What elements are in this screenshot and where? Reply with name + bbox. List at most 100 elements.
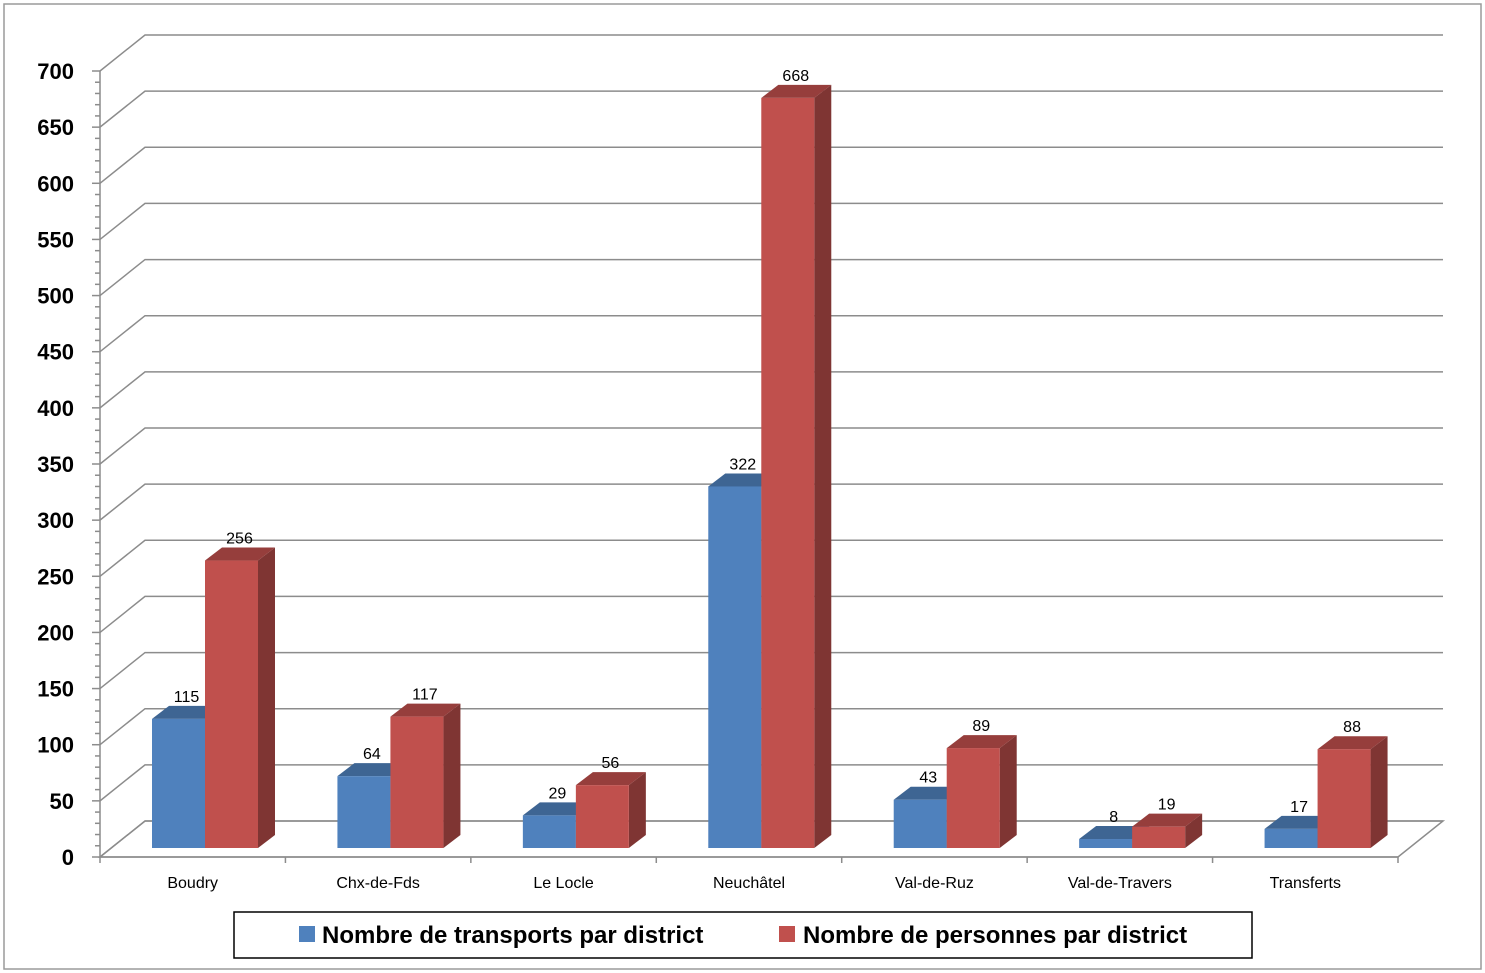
- y-tick-label: 250: [37, 564, 74, 589]
- y-tick-label: 550: [37, 227, 74, 252]
- bar-top: [946, 735, 1017, 749]
- bar-front: [205, 560, 258, 848]
- gridline: [99, 427, 1443, 465]
- y-tick-label: 150: [37, 677, 74, 702]
- bar: [205, 547, 275, 848]
- y-axis: [92, 70, 101, 858]
- gridline: [99, 595, 1443, 634]
- bar: [946, 735, 1017, 848]
- bar-top: [708, 473, 779, 487]
- gridline: [99, 314, 1443, 353]
- data-label: 88: [1343, 719, 1361, 736]
- bar-front: [522, 815, 576, 848]
- bar-top: [152, 705, 222, 719]
- gridline: [99, 258, 1443, 297]
- bar: [575, 772, 646, 848]
- bar-top: [1079, 826, 1150, 840]
- y-tick-label: 100: [37, 733, 74, 758]
- x-tick-label: Boudry: [167, 875, 218, 892]
- bar-front: [1317, 749, 1371, 848]
- x-tick-label: Val-de-Travers: [1068, 875, 1172, 892]
- bar-top: [1264, 815, 1335, 829]
- bar-side: [814, 84, 832, 849]
- data-label: 256: [226, 531, 253, 548]
- bar: [761, 84, 832, 849]
- data-labels: 115 256 64 117 29 56 322 668 43 89 8 19 17 88: [174, 68, 1361, 826]
- bar-top: [1317, 736, 1388, 750]
- data-label: 17: [1290, 799, 1308, 816]
- bar: [390, 703, 461, 848]
- x-tick-label: Transferts: [1270, 875, 1341, 892]
- y-tick-label: 650: [37, 115, 74, 140]
- gridline: [99, 90, 1443, 128]
- bar: [1132, 813, 1203, 848]
- x-axis: [99, 856, 1399, 863]
- bar-front: [1132, 826, 1186, 848]
- bar-top: [337, 763, 408, 777]
- y-tick-label: 350: [37, 452, 74, 477]
- bars: [152, 84, 1388, 849]
- bar-top: [893, 786, 964, 800]
- bar-front: [152, 718, 205, 848]
- y-tick-labels: 0 50 100 150 200 250 300 350 400 450 500 550 600 650 7…: [37, 59, 74, 870]
- y-tick-label: 450: [37, 340, 74, 365]
- y-tick-label: 400: [37, 396, 74, 421]
- y-tick-label: 50: [50, 789, 74, 814]
- bar-front: [893, 799, 947, 848]
- data-label: 56: [601, 755, 619, 772]
- bar-front: [761, 97, 815, 849]
- bar-top: [761, 84, 832, 98]
- gridline: [99, 371, 1443, 409]
- data-label: 117: [412, 687, 438, 704]
- legend-label-personnes: Nombre de personnes par district: [803, 922, 1187, 949]
- x-tick-labels: Boudry Chx-de-Fds Le Locle Neuchâtel Val-de-…: [167, 875, 1341, 892]
- bar-front: [1264, 828, 1318, 848]
- bar-front: [1079, 839, 1133, 848]
- bar-side: [628, 772, 646, 848]
- bar-front: [390, 716, 444, 848]
- gridlines: [97, 34, 1446, 858]
- data-label: 115: [174, 689, 200, 706]
- data-label: 64: [363, 746, 381, 763]
- x-tick-label: Neuchâtel: [713, 875, 785, 892]
- y-tick-label: 0: [62, 845, 74, 870]
- data-label: 43: [919, 770, 937, 787]
- gridline: [99, 146, 1443, 184]
- y-tick-label: 700: [37, 59, 74, 84]
- legend: Nombre de transports par district Nombre…: [233, 911, 1253, 959]
- data-label: 19: [1158, 797, 1176, 814]
- data-label: 8: [1109, 809, 1118, 826]
- bar: [1264, 815, 1335, 848]
- bar: [1317, 736, 1388, 848]
- bar-top: [1132, 813, 1203, 827]
- legend-box: [233, 911, 1253, 959]
- gridline: [99, 202, 1443, 241]
- gridline: [99, 539, 1443, 577]
- data-label: 89: [972, 718, 990, 735]
- gridline: [99, 651, 1443, 690]
- data-label: 322: [729, 456, 756, 473]
- bar-front: [708, 486, 762, 848]
- data-label: 668: [782, 68, 809, 85]
- bar-side: [1185, 813, 1203, 848]
- gridline: [99, 483, 1443, 521]
- x-tick-label: Val-de-Ruz: [895, 875, 974, 892]
- legend-swatch-personnes: [779, 926, 795, 942]
- y-tick-label: 500: [37, 284, 74, 309]
- legend-label-transports: Nombre de transports par district: [322, 922, 703, 949]
- bar-top: [205, 547, 275, 561]
- gridline: [99, 707, 1443, 746]
- x-tick-label: Chx-de-Fds: [336, 875, 420, 892]
- bar-side: [258, 547, 275, 848]
- bar-top: [575, 772, 646, 786]
- bar-side: [999, 735, 1017, 848]
- bar-top: [390, 703, 461, 717]
- bar-side: [1370, 736, 1388, 848]
- legend-swatch-transports: [299, 926, 315, 942]
- gridline: [99, 34, 1443, 72]
- data-label: 29: [548, 785, 566, 802]
- bar-top: [522, 802, 593, 816]
- bar-front: [337, 776, 391, 848]
- y-tick-label: 300: [37, 508, 74, 533]
